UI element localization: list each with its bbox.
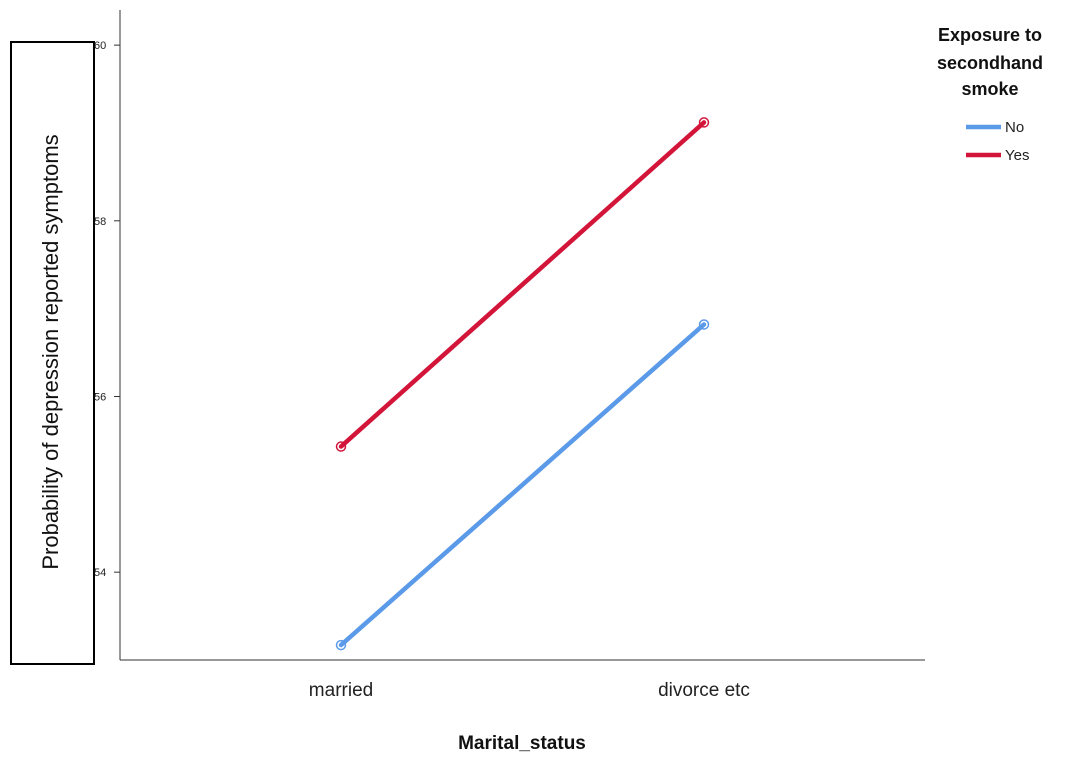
y-tick-label: 56 [94, 391, 106, 403]
ylabel: Probability of depression reported sympt… [38, 134, 63, 569]
data-point-yes [698, 117, 710, 128]
legend: Exposure to secondhand smoke No Yes [937, 25, 1043, 164]
x-tick-label: married [309, 680, 373, 701]
data-point-no [698, 319, 710, 330]
x-ticks: married divorce etc [309, 680, 750, 701]
series-line-yes [338, 120, 707, 449]
legend-label-no: No [1005, 119, 1024, 136]
y-tick-label: 58 [94, 216, 106, 228]
y-ticks: 54 56 58 60 [94, 40, 120, 579]
legend-title-line-1: Exposure to [938, 25, 1042, 45]
y-tick-label: 54 [94, 567, 106, 579]
series-layer [335, 117, 710, 651]
data-point-no [335, 639, 347, 651]
y-tick-label: 60 [94, 40, 106, 52]
x-tick-label: divorce etc [658, 680, 750, 701]
series-line-no [338, 322, 707, 648]
legend-label-yes: Yes [1005, 147, 1029, 164]
data-point-yes [335, 441, 347, 452]
legend-items: No Yes [966, 119, 1029, 164]
ylabel-box [10, 41, 95, 665]
legend-title-line-3: smoke [961, 79, 1018, 99]
legend-title-line-2: secondhand [937, 53, 1043, 73]
xlabel: Marital_status [458, 733, 586, 754]
